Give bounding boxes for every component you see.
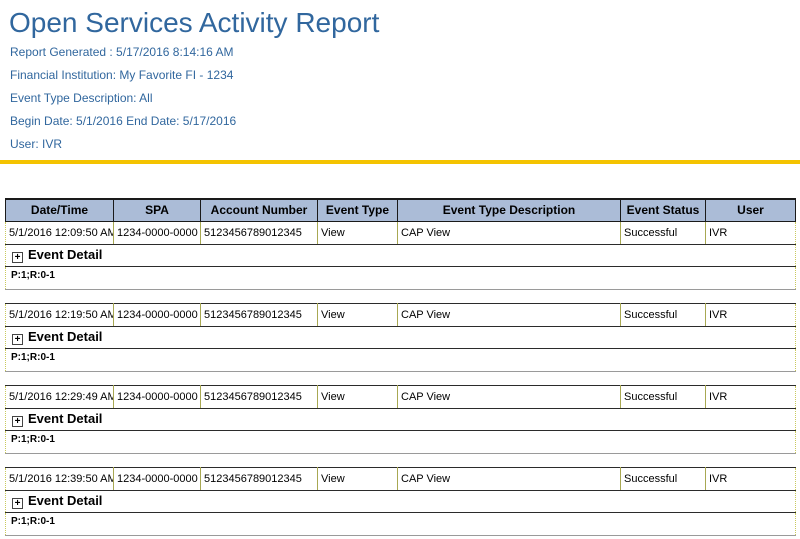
col-header-event-type-description: Event Type Description — [397, 198, 621, 222]
cell-event-type: View — [317, 302, 398, 327]
event-detail-row[interactable]: + Event Detail — [5, 325, 796, 349]
group-spacer — [5, 289, 796, 303]
cell-account-number: 5123456789012345 — [200, 302, 318, 327]
event-detail-summary: P:1;R:0-1 — [5, 430, 796, 454]
cell-user: IVR — [705, 466, 796, 491]
cell-event-type-description: CAP View — [397, 384, 621, 409]
event-detail-row[interactable]: + Event Detail — [5, 407, 796, 431]
event-detail-row[interactable]: + Event Detail — [5, 243, 796, 267]
expand-plus-icon[interactable]: + — [12, 498, 23, 509]
gold-divider — [0, 160, 800, 164]
cell-event-status: Successful — [620, 220, 706, 245]
col-header-user: User — [705, 198, 796, 222]
cell-event-status: Successful — [620, 384, 706, 409]
expand-plus-icon[interactable]: + — [12, 252, 23, 263]
col-header-account-number: Account Number — [200, 198, 318, 222]
group-spacer — [5, 453, 796, 467]
cell-event-type-description: CAP View — [397, 302, 621, 327]
cell-event-type-description: CAP View — [397, 466, 621, 491]
meta-financial-institution: Financial Institution: My Favorite FI - … — [10, 68, 234, 82]
cell-event-status: Successful — [620, 466, 706, 491]
event-detail-summary-row: P:1;R:0-1 — [5, 266, 796, 290]
cell-user: IVR — [705, 384, 796, 409]
event-detail-summary: P:1;R:0-1 — [5, 266, 796, 290]
event-detail-summary-row: P:1;R:0-1 — [5, 512, 796, 536]
event-detail-summary-row: P:1;R:0-1 — [5, 348, 796, 372]
col-header-datetime: Date/Time — [5, 198, 114, 222]
table-row: 5/1/2016 12:09:50 AM 1234-0000-0000 5123… — [5, 220, 796, 245]
event-detail-label: Event Detail — [28, 493, 103, 508]
expand-plus-icon[interactable]: + — [12, 416, 23, 427]
cell-user: IVR — [705, 302, 796, 327]
event-detail-label: Event Detail — [28, 329, 103, 344]
table-row: 5/1/2016 12:39:50 AM 1234-0000-0000 5123… — [5, 466, 796, 491]
cell-event-type: View — [317, 220, 398, 245]
meta-date-range: Begin Date: 5/1/2016 End Date: 5/17/2016 — [10, 114, 237, 128]
event-detail-row[interactable]: + Event Detail — [5, 489, 796, 513]
cell-spa: 1234-0000-0000 — [113, 220, 201, 245]
cell-datetime: 5/1/2016 12:09:50 AM — [5, 220, 114, 245]
table-row: 5/1/2016 12:19:50 AM 1234-0000-0000 5123… — [5, 302, 796, 327]
event-detail-label: Event Detail — [28, 247, 103, 262]
group-spacer — [5, 371, 796, 385]
meta-report-generated: Report Generated : 5/17/2016 8:14:16 AM — [10, 45, 234, 59]
cell-spa: 1234-0000-0000 — [113, 466, 201, 491]
cell-spa: 1234-0000-0000 — [113, 302, 201, 327]
event-detail-summary-row: P:1;R:0-1 — [5, 430, 796, 454]
cell-event-type: View — [317, 384, 398, 409]
event-detail-summary: P:1;R:0-1 — [5, 348, 796, 372]
cell-datetime: 5/1/2016 12:29:49 AM — [5, 384, 114, 409]
cell-datetime: 5/1/2016 12:19:50 AM — [5, 302, 114, 327]
event-detail-summary: P:1;R:0-1 — [5, 512, 796, 536]
table-header-row: Date/Time SPA Account Number Event Type … — [5, 198, 796, 222]
col-header-spa: SPA — [113, 198, 201, 222]
cell-event-status: Successful — [620, 302, 706, 327]
meta-event-type-description: Event Type Description: All — [10, 91, 153, 105]
activity-table: Date/Time SPA Account Number Event Type … — [5, 198, 796, 536]
cell-event-type: View — [317, 466, 398, 491]
event-detail-label: Event Detail — [28, 411, 103, 426]
cell-account-number: 5123456789012345 — [200, 220, 318, 245]
cell-event-type-description: CAP View — [397, 220, 621, 245]
meta-user: User: IVR — [10, 137, 63, 151]
expand-plus-icon[interactable]: + — [12, 334, 23, 345]
cell-account-number: 5123456789012345 — [200, 384, 318, 409]
report-meta: Report Generated : 5/17/2016 8:14:16 AM … — [0, 45, 800, 160]
col-header-event-status: Event Status — [620, 198, 706, 222]
cell-spa: 1234-0000-0000 — [113, 384, 201, 409]
page-title: Open Services Activity Report — [9, 7, 380, 38]
cell-datetime: 5/1/2016 12:39:50 AM — [5, 466, 114, 491]
cell-account-number: 5123456789012345 — [200, 466, 318, 491]
table-row: 5/1/2016 12:29:49 AM 1234-0000-0000 5123… — [5, 384, 796, 409]
col-header-event-type: Event Type — [317, 198, 398, 222]
cell-user: IVR — [705, 220, 796, 245]
